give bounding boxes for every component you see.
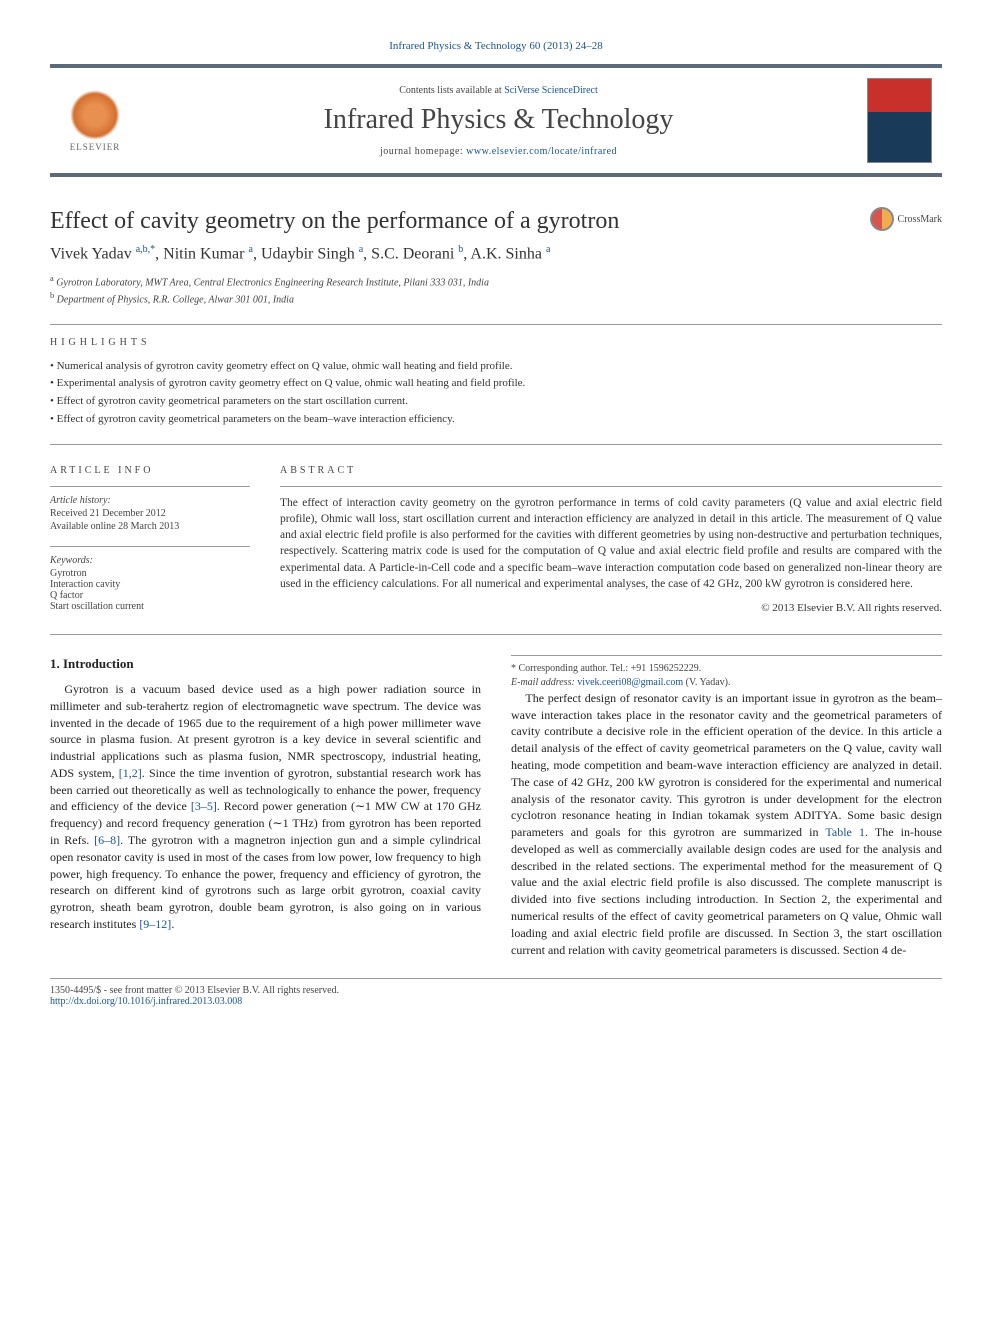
citation-link[interactable]: [3–5]	[191, 799, 217, 813]
highlights-label: HIGHLIGHTS	[50, 337, 942, 348]
copyright-line: © 2013 Elsevier B.V. All rights reserved…	[280, 602, 942, 614]
keyword-item: Start oscillation current	[50, 601, 250, 612]
footer: 1350-4495/$ - see front matter © 2013 El…	[50, 978, 942, 1007]
journal-header: ELSEVIER Contents lists available at Sci…	[50, 64, 942, 177]
article-info-label: ARTICLE INFO	[50, 465, 250, 476]
body-paragraph: The perfect design of resonator cavity i…	[511, 690, 942, 959]
keyword-item: Q factor	[50, 590, 250, 601]
issn-line: 1350-4495/$ - see front matter © 2013 El…	[50, 985, 942, 996]
keyword-item: Gyrotron	[50, 568, 250, 579]
contents-line: Contents lists available at SciVerse Sci…	[130, 85, 867, 96]
divider	[50, 546, 250, 547]
article-body: 1. Introduction Gyrotron is a vacuum bas…	[50, 655, 942, 959]
elsevier-tree-icon	[70, 90, 120, 140]
highlight-item: Experimental analysis of gyrotron cavity…	[50, 375, 942, 393]
divider	[50, 486, 250, 487]
divider	[50, 324, 942, 325]
journal-reference: Infrared Physics & Technology 60 (2013) …	[50, 40, 942, 52]
journal-cover-thumbnail[interactable]	[867, 78, 932, 163]
contents-prefix: Contents lists available at	[399, 85, 504, 96]
highlights-list: Numerical analysis of gyrotron cavity ge…	[50, 358, 942, 428]
divider	[280, 486, 942, 487]
elsevier-logo[interactable]: ELSEVIER	[60, 81, 130, 161]
authors-list: Vivek Yadav a,b,*, Nitin Kumar a, Udaybi…	[50, 244, 942, 263]
affiliations: a Gyrotron Laboratory, MWT Area, Central…	[50, 273, 942, 308]
abstract-text: The effect of interaction cavity geometr…	[280, 495, 942, 592]
intro-heading: 1. Introduction	[50, 655, 481, 673]
corr-email-link[interactable]: vivek.ceeri08@gmail.com	[577, 677, 683, 688]
publisher-name: ELSEVIER	[70, 142, 121, 152]
crossmark-icon	[870, 207, 894, 231]
homepage-line: journal homepage: www.elsevier.com/locat…	[130, 146, 867, 157]
article-title: Effect of cavity geometry on the perform…	[50, 207, 619, 236]
received-date: Received 21 December 2012	[50, 508, 250, 519]
corresponding-author-note: * Corresponding author. Tel.: +91 159625…	[511, 655, 942, 690]
citation-link[interactable]: [6–8]	[94, 833, 120, 847]
corr-tel: * Corresponding author. Tel.: +91 159625…	[511, 662, 942, 676]
corr-author-name: (V. Yadav).	[686, 677, 731, 688]
keyword-item: Interaction cavity	[50, 579, 250, 590]
doi-link[interactable]: http://dx.doi.org/10.1016/j.infrared.201…	[50, 996, 942, 1007]
keywords-label: Keywords:	[50, 555, 250, 566]
abstract-label: ABSTRACT	[280, 465, 942, 476]
homepage-link[interactable]: www.elsevier.com/locate/infrared	[466, 146, 617, 157]
affiliation-item: a Gyrotron Laboratory, MWT Area, Central…	[50, 273, 942, 290]
article-info-block: ARTICLE INFO Article history: Received 2…	[50, 453, 250, 614]
citation-link[interactable]: [1,2]	[119, 766, 142, 780]
affiliation-item: b Department of Physics, R.R. College, A…	[50, 290, 942, 307]
highlight-item: Effect of gyrotron cavity geometrical pa…	[50, 393, 942, 411]
abstract-block: ABSTRACT The effect of interaction cavit…	[280, 453, 942, 614]
divider	[50, 634, 942, 635]
citation-link[interactable]: [9–12]	[139, 917, 171, 931]
table-link[interactable]: Table 1	[825, 825, 865, 839]
homepage-prefix: journal homepage:	[380, 146, 466, 157]
divider	[50, 444, 942, 445]
body-paragraph: Gyrotron is a vacuum based device used a…	[50, 681, 481, 933]
sciencedirect-link[interactable]: SciVerse ScienceDirect	[504, 85, 598, 96]
crossmark-label: CrossMark	[898, 214, 942, 225]
crossmark-badge[interactable]: CrossMark	[870, 207, 942, 231]
email-label: E-mail address:	[511, 677, 575, 688]
journal-title: Infrared Physics & Technology	[130, 104, 867, 136]
history-label: Article history:	[50, 495, 250, 506]
highlight-item: Numerical analysis of gyrotron cavity ge…	[50, 358, 942, 376]
highlight-item: Effect of gyrotron cavity geometrical pa…	[50, 411, 942, 429]
available-date: Available online 28 March 2013	[50, 521, 250, 532]
